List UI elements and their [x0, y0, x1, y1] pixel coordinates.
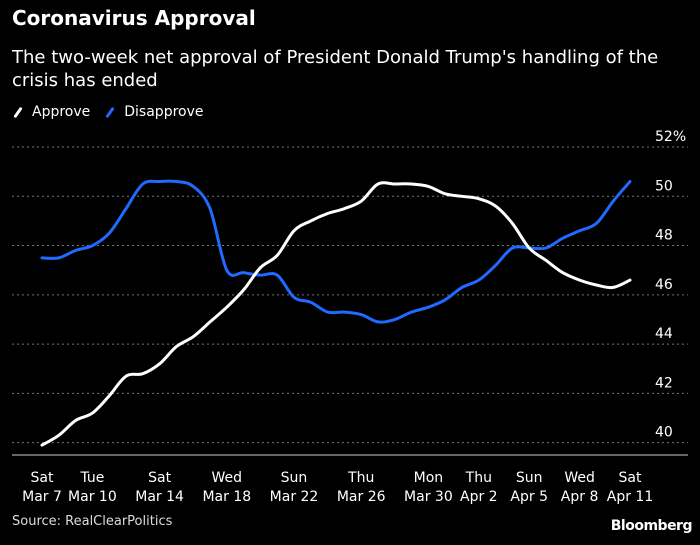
- svg-text:Mar 18: Mar 18: [202, 489, 251, 505]
- y-tick-label: 40: [655, 425, 673, 441]
- source-note: Source: RealClearPolitics: [12, 514, 173, 529]
- svg-text:Mar 10: Mar 10: [68, 489, 117, 505]
- svg-text:Sun: Sun: [516, 470, 543, 486]
- x-tick-label: Tue Mar 10: [68, 470, 117, 505]
- x-tick-label: Wed Mar 18: [202, 470, 251, 505]
- x-tick-label: Mon Mar 30: [404, 470, 453, 505]
- series-lines: [40, 179, 632, 447]
- svg-text:Mar 14: Mar 14: [135, 489, 184, 505]
- svg-text:Wed: Wed: [212, 470, 243, 486]
- svg-text:Thu: Thu: [465, 470, 492, 486]
- chart-subtitle: The two-week net approval of President D…: [12, 47, 659, 91]
- svg-text:Mar 30: Mar 30: [404, 489, 453, 505]
- x-tick-label: Sun Apr 5: [510, 470, 548, 505]
- svg-text:Wed: Wed: [564, 470, 595, 486]
- svg-text:Mon: Mon: [414, 470, 444, 486]
- x-tick-label: Thu Apr 2: [460, 470, 498, 505]
- legend-item-disapprove: Disapprove: [104, 104, 204, 120]
- x-tick-label: Sat Mar 14: [135, 470, 184, 505]
- brand-logo: Bloomberg: [610, 518, 693, 534]
- y-tick-label: 50: [655, 178, 673, 194]
- x-tick-label: Sat Mar 7: [22, 470, 62, 505]
- x-tick-label: Sat Apr 11: [607, 470, 653, 505]
- x-tick-label: Sun Mar 22: [270, 470, 319, 505]
- x-tick-label: Wed Apr 8: [561, 470, 599, 505]
- legend-item-approve: Approve: [12, 104, 90, 120]
- chart-title: Coronavirus Approval: [12, 6, 256, 30]
- svg-text:Apr 8: Apr 8: [561, 489, 599, 505]
- y-tick-label: 52%: [655, 129, 686, 145]
- svg-text:Thu: Thu: [347, 470, 374, 486]
- svg-text:Apr 11: Apr 11: [607, 489, 653, 505]
- series-line-approve: [40, 181, 632, 447]
- svg-text:Mar 22: Mar 22: [270, 489, 319, 505]
- svg-text:Mar 7: Mar 7: [22, 489, 62, 505]
- y-tick-label: 46: [655, 277, 673, 293]
- y-tick-label: 44: [655, 326, 673, 342]
- legend-label-disapprove: Disapprove: [124, 104, 204, 120]
- svg-text:Tue: Tue: [79, 470, 104, 486]
- x-tick-label: Thu Mar 26: [337, 470, 386, 505]
- legend: Approve Disapprove: [12, 104, 218, 120]
- legend-label-approve: Approve: [32, 104, 91, 120]
- svg-text:Sat: Sat: [148, 470, 171, 486]
- svg-text:Sat: Sat: [31, 470, 54, 486]
- svg-text:Mar 26: Mar 26: [337, 489, 386, 505]
- x-axis-tick-labels: Sat Mar 7 Tue Mar 10 Sat Mar 14 Wed Mar 18 Sun Ma…: [22, 470, 653, 505]
- grid-lines: [12, 146, 688, 444]
- y-tick-label: 48: [655, 228, 673, 244]
- svg-text:Sat: Sat: [619, 470, 642, 486]
- svg-text:Sun: Sun: [281, 470, 308, 486]
- y-tick-label: 42: [655, 375, 673, 391]
- series-line-disapprove: [40, 179, 632, 324]
- svg-text:Apr 5: Apr 5: [510, 489, 548, 505]
- svg-text:Apr 2: Apr 2: [460, 489, 498, 505]
- y-axis-tick-labels: 40 42 44 46 48 50 52%: [655, 129, 686, 441]
